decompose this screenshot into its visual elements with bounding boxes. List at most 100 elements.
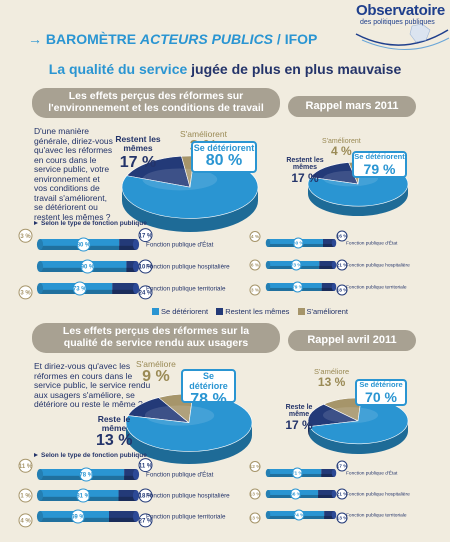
pie1-memes-label: Restent les mêmes 17 % [112, 135, 164, 172]
pie-section2-rappel [307, 397, 409, 454]
pie4-meme-label: Reste le même 17 % [284, 404, 314, 431]
pie2-deteriorent-bubble: Se détériorent 79 % [352, 151, 407, 178]
bar-start-cap [36, 239, 44, 250]
value-label-deteriorent: 66 % [290, 492, 302, 498]
pie3-ameliore-value: 9 % [142, 367, 170, 385]
pie4-deteriore-text: Se détériore [359, 380, 403, 389]
pie4-deteriore-value: 70 % [365, 388, 397, 405]
pie2-memes-text: Restent les mêmes [286, 157, 324, 172]
pie4-ameliore-label: S'améliore 13 % [314, 368, 349, 388]
bar-end-cap [132, 511, 140, 522]
bar-row-label: Fonction publique d'État [346, 240, 398, 247]
logo-subtitle: des politiques publiques [360, 19, 435, 26]
bar-memes-shade [324, 515, 334, 519]
bar-memes-shade [112, 289, 136, 294]
bar-memes-shade [321, 473, 334, 477]
pie1-memes-value: 17 % [119, 153, 157, 171]
value-label-memes: 21 % [337, 263, 349, 269]
headline-prefix: BAROMÈTRE [45, 31, 137, 47]
pie4-ameliore-value: 13 % [317, 374, 346, 389]
section2-question: Et diriez-vous qu'avec les réformes en c… [34, 361, 151, 410]
pie-slice-memes [307, 403, 360, 427]
legend-section1: Se détériorent Restent les mêmes S'améli… [146, 307, 348, 316]
pie4-deteriore-bubble: Se détériore 70 % [355, 379, 407, 406]
value-label-memes: 18 % [139, 494, 153, 500]
bar-memes-shade [118, 496, 136, 501]
pie2-ameliorent-label: S'améliorent 4 % [322, 138, 361, 158]
section2-selon: Selon le type de fonction publique [34, 452, 147, 459]
pie3-meme-value: 13 % [96, 431, 133, 449]
value-label-ameliorent: 12 % [250, 464, 262, 470]
bar-end-cap [132, 283, 140, 294]
value-circle-ameliorent [249, 259, 261, 271]
bar-row-label: Fonction publique hospitalière [146, 493, 230, 500]
value-label-memes: 17 % [139, 233, 153, 239]
bar-start-cap [36, 469, 44, 480]
bar-row-label: Fonction publique d'État [346, 470, 398, 477]
bar-memes-shade [321, 287, 334, 291]
pie2-ameliorent-value: 4 % [331, 144, 352, 159]
bar-end-cap [331, 239, 337, 247]
legend-swatch-memes [216, 308, 224, 315]
legend-deteriorent: Se détériorent [161, 307, 209, 316]
bar-memes [126, 261, 136, 272]
bar-start-cap [36, 511, 44, 522]
pie2-ameliorent-text: S'améliorent [322, 138, 361, 145]
legend-memes: Restent les mêmes [225, 307, 290, 316]
value-label-ameliorent: 11 % [19, 464, 33, 470]
bar-start-cap [265, 490, 271, 498]
pie-section2-main [125, 393, 253, 464]
pie1-ameliorent-text: S'améliorent [180, 129, 227, 139]
value-label-ameliorent: 13 % [250, 516, 262, 522]
pie2-memes-label: Restent les mêmes 17 % [282, 157, 328, 184]
pie1-deteriorent-text: Se détériorent [193, 143, 255, 153]
value-circle-memes [336, 512, 348, 524]
bar-row-label: Fonction publique hospitalière [146, 264, 230, 271]
bar-memes-shade [319, 265, 334, 269]
value-label-memes: 10 % [139, 265, 153, 271]
value-circle-deteriorent [290, 488, 302, 500]
pie-side-deteriorent [309, 420, 408, 454]
bar-row-label: Fonction publique territoriale [346, 513, 407, 519]
value-label-deteriorent: 78 % [79, 473, 93, 479]
pie1-deteriorent-bubble: Se détériorent 80 % [191, 141, 257, 173]
bar-start-cap [265, 283, 271, 291]
bar-memes [318, 490, 334, 498]
bar-end-cap [331, 511, 337, 519]
headline-italic: ACTEURS PUBLICS [140, 31, 274, 47]
pie-side-deteriorent [126, 422, 252, 464]
pie3-meme-text: Reste le même [97, 414, 131, 433]
value-label-deteriorent: 81 % [76, 494, 90, 500]
bar-memes-shade [318, 494, 334, 498]
bar-end-cap [132, 239, 140, 250]
pie-slice-memes [309, 162, 359, 185]
pie4-ameliore-text: S'améliore [314, 367, 350, 376]
pie-slice-memes [126, 155, 191, 188]
value-label-deteriorent: 90 % [81, 265, 95, 271]
value-circle-memes [138, 259, 153, 274]
bar-memes [119, 239, 136, 250]
bar-end-cap [331, 283, 337, 291]
bar-start-cap [265, 469, 271, 477]
subtitle-part1: La qualité du service [48, 61, 188, 77]
pie2-deteriorent-text: Se détériorent [354, 152, 405, 161]
value-label-deteriorent: 71 % [292, 471, 304, 477]
value-label-ameliorent: 4 % [251, 234, 260, 240]
bar-memes-shade [124, 475, 136, 480]
subtitle-part2: jugée de plus en plus mauvaise [191, 61, 402, 77]
value-circle-ameliorent [249, 461, 261, 472]
bar-end-cap [132, 469, 140, 480]
value-circle-ameliorent [18, 285, 33, 300]
value-circle-ameliorent [249, 488, 261, 500]
bar-row-label: Fonction publique hospitalière [346, 492, 410, 498]
value-circle-memes [336, 259, 348, 271]
value-circle-deteriorent [80, 259, 95, 274]
bar-memes [124, 469, 136, 480]
bar-end-cap [331, 490, 337, 498]
pie2-deteriorent-value: 79 % [363, 160, 396, 177]
bars-section1: 80 % 17 % 3 % Fonction publique d'État 90 % 1… [18, 228, 410, 300]
bar-memes [319, 261, 334, 269]
section2-title: Les effets perçus des réformes sur la qu… [32, 323, 280, 353]
value-circle-ameliorent [249, 512, 261, 524]
